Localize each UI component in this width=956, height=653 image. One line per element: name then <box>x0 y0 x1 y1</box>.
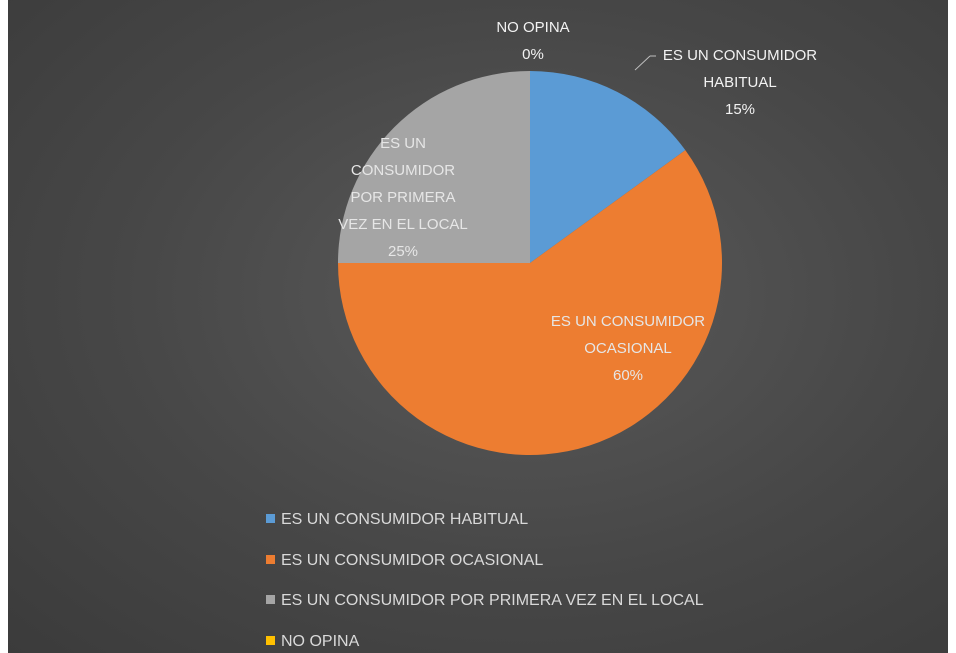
data-label-category: ES UN CONSUMIDOR OCASIONAL <box>550 313 706 357</box>
data-label: ES UN CONSUMIDOR HABITUAL 15% <box>640 42 840 123</box>
legend-swatch <box>266 554 275 564</box>
data-label-value: 15% <box>724 101 756 118</box>
legend-label: NO OPINA <box>281 632 360 650</box>
data-label: ES UN CONSUMIDOR POR PRIMERA VEZ EN EL L… <box>338 130 468 265</box>
pie-slice <box>338 71 530 263</box>
data-label: ES UN CONSUMIDOR OCASIONAL 60% <box>528 308 728 389</box>
legend-swatch <box>266 514 275 523</box>
pie-slice <box>530 71 686 263</box>
legend-swatch <box>266 635 275 645</box>
data-label: NO OPINA 0% <box>458 14 608 68</box>
data-label-value: 25% <box>387 243 419 260</box>
data-label-value: 60% <box>612 367 644 384</box>
data-label-value: 0% <box>522 46 544 63</box>
pie-area <box>338 55 722 455</box>
chart: ES UN CONSUMIDOR HABITUAL 15% ES UN CONSUM… <box>8 0 948 653</box>
data-label-category: NO OPINA <box>496 19 570 36</box>
legend-item: NO OPINA <box>266 632 359 652</box>
legend-item: ES UN CONSUMIDOR HABITUAL <box>266 510 528 530</box>
data-label-category: ES UN CONSUMIDOR POR PRIMERA VEZ EN EL L… <box>338 135 468 233</box>
leader-line <box>634 55 651 71</box>
data-label-category: ES UN CONSUMIDOR HABITUAL <box>662 47 818 91</box>
legend-swatch <box>266 595 275 604</box>
legend-item: ES UN CONSUMIDOR POR PRIMERA VEZ EN EL L… <box>266 591 704 611</box>
legend-item: ES UN CONSUMIDOR OCASIONAL <box>266 551 543 571</box>
legend-label: ES UN CONSUMIDOR POR PRIMERA VEZ EN EL L… <box>281 592 704 609</box>
legend-label: ES UN CONSUMIDOR OCASIONAL <box>281 551 544 569</box>
legend-label: ES UN CONSUMIDOR HABITUAL <box>281 511 529 528</box>
pie-slice <box>338 150 722 455</box>
